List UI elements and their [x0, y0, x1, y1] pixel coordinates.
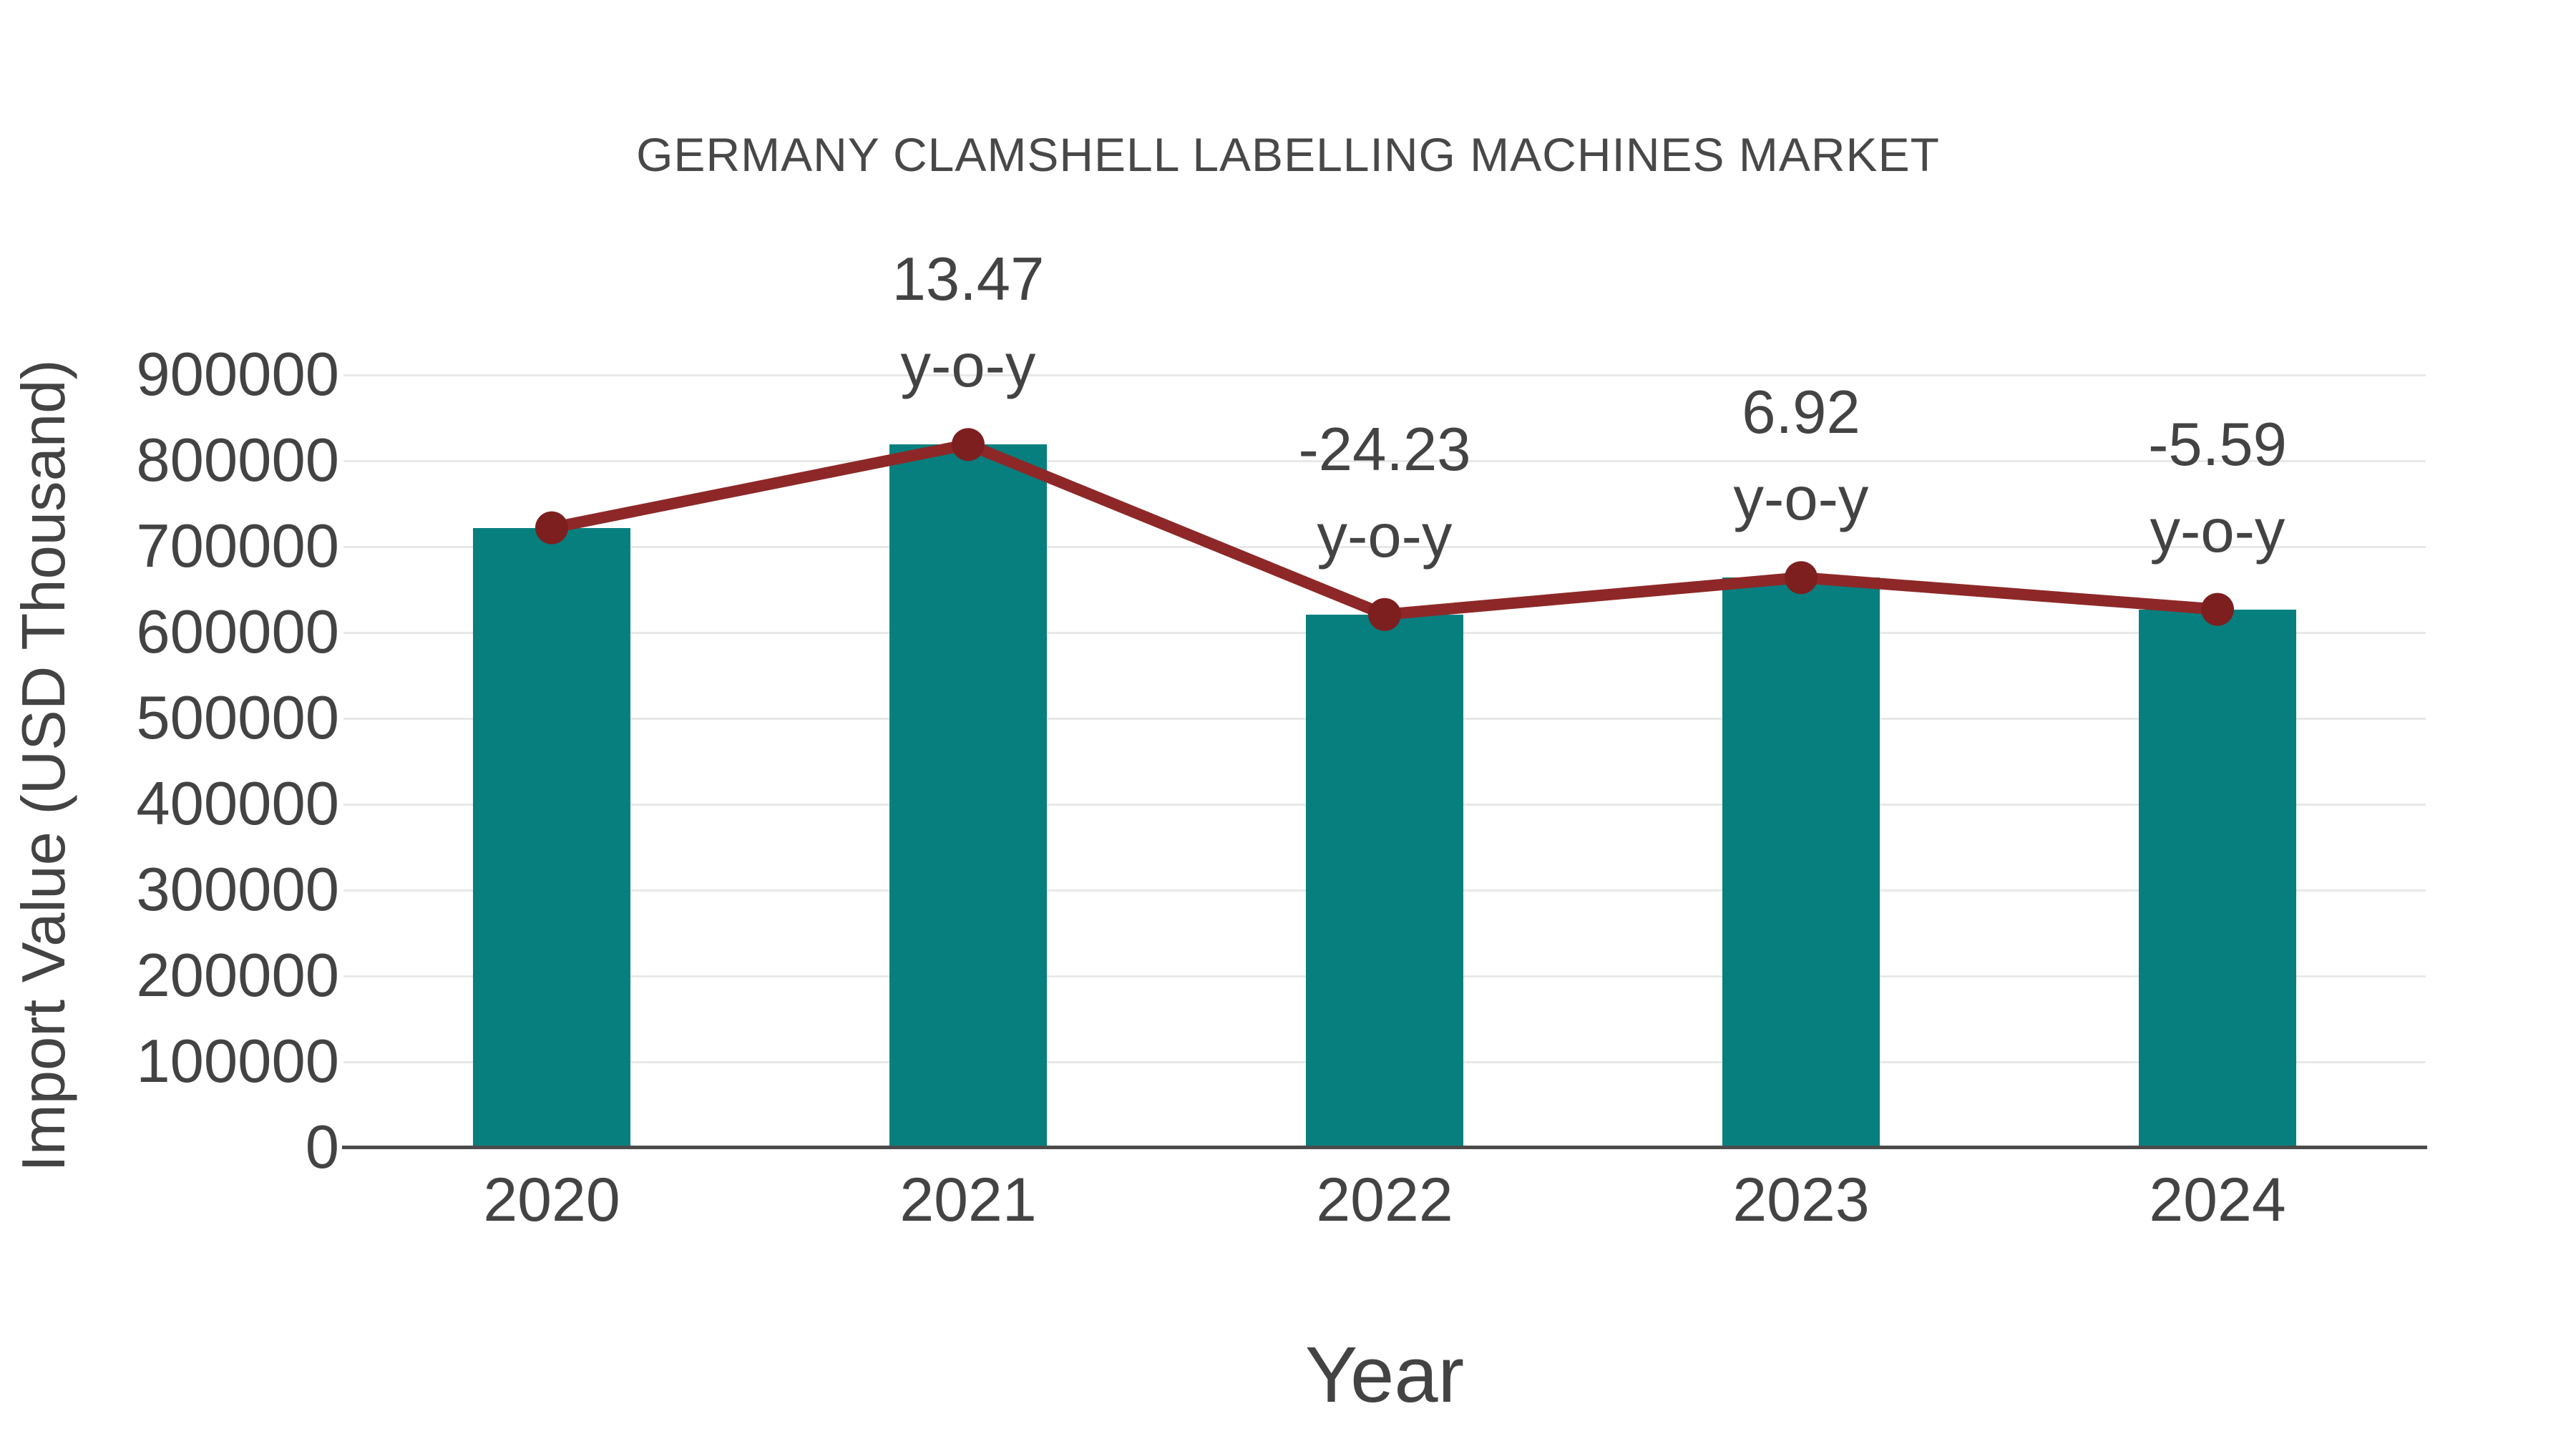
- annotation-value: 13.47: [892, 245, 1045, 314]
- annotation-2021: 13.47 y-o-y: [718, 236, 1219, 409]
- trend-marker-2020: [535, 511, 568, 545]
- x-axis-line: [342, 1146, 2427, 1149]
- bar-2023: [1722, 577, 1880, 1148]
- annotation-2022: -24.23 y-o-y: [1134, 406, 1635, 580]
- x-tick-label-2023: 2023: [1732, 1166, 1870, 1234]
- x-tick-label-2021: 2021: [899, 1166, 1037, 1234]
- bar-2022: [1306, 614, 1463, 1148]
- y-tick-label: 600000: [136, 598, 339, 666]
- x-axis-title: Year: [1304, 1331, 1465, 1419]
- y-tick-label: 200000: [136, 942, 339, 1010]
- gridline: [343, 374, 2426, 376]
- x-tick-label-2020: 2020: [483, 1166, 620, 1234]
- annotation-value: -24.23: [1298, 415, 1471, 484]
- annotation-suffix: y-o-y: [1317, 502, 1453, 570]
- annotation-suffix: y-o-y: [900, 332, 1036, 401]
- y-tick-label: 100000: [136, 1028, 339, 1096]
- y-tick-label: 900000: [136, 341, 339, 409]
- x-tick-label-2024: 2024: [2149, 1166, 2286, 1234]
- y-tick-label: 500000: [136, 684, 339, 752]
- y-tick-label: 300000: [136, 856, 339, 924]
- annotation-suffix: y-o-y: [1733, 465, 1869, 534]
- bar-2020: [473, 527, 630, 1148]
- gridline: [343, 459, 2426, 462]
- annotation-value: 6.92: [1742, 379, 1860, 447]
- annotation-value: -5.59: [2148, 410, 2287, 479]
- gridline: [343, 545, 2426, 548]
- bar-2024: [2139, 609, 2296, 1148]
- annotation-2023: 6.92 y-o-y: [1551, 369, 2051, 542]
- x-tick-label-2022: 2022: [1316, 1166, 1453, 1234]
- trend-marker-2024: [2201, 592, 2234, 626]
- y-tick-label: 700000: [136, 512, 339, 580]
- bar-2021: [889, 444, 1047, 1148]
- y-tick-label: 400000: [136, 770, 339, 838]
- chart-title: GERMANY CLAMSHELL LABELLING MACHINES MAR…: [636, 128, 1940, 181]
- annotation-suffix: y-o-y: [2150, 497, 2285, 565]
- y-tick-label: 0: [305, 1113, 339, 1181]
- trend-marker-2022: [1368, 597, 1401, 631]
- trend-marker-2023: [1785, 561, 1818, 595]
- trend-marker-2021: [952, 428, 985, 462]
- y-tick-label: 800000: [136, 426, 339, 494]
- annotation-2024: -5.59 y-o-y: [1967, 401, 2468, 575]
